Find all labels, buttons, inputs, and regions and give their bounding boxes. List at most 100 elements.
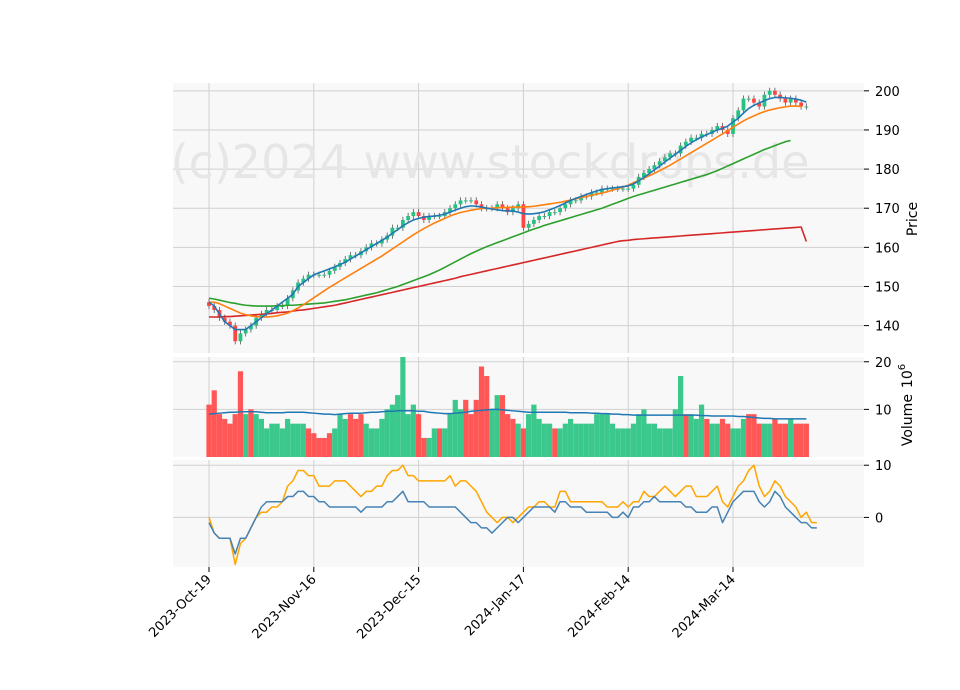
- volume-bar: [505, 414, 511, 457]
- candle-up: [552, 212, 557, 214]
- volume-bar: [552, 428, 558, 457]
- volume-bar: [803, 423, 809, 457]
- ma-fast-line: [208, 96, 807, 331]
- candle-up: [332, 266, 337, 271]
- candle-up: [458, 200, 463, 205]
- volume-bar: [484, 376, 490, 457]
- candle-up: [662, 157, 667, 162]
- candle-down: [793, 98, 798, 103]
- volume-bar: [389, 404, 395, 457]
- volume-bar: [347, 414, 354, 457]
- volume-bar: [578, 423, 584, 457]
- y-tick-label: 10: [875, 459, 892, 474]
- volume-bar: [651, 423, 657, 457]
- volume-bar: [400, 357, 406, 457]
- volume-bar: [258, 418, 264, 457]
- volume-bar: [274, 423, 280, 457]
- volume-bar: [793, 423, 799, 457]
- volume-average-line: [208, 408, 807, 420]
- candle-up: [542, 216, 547, 218]
- candle-down: [233, 325, 238, 342]
- volume-bar: [730, 428, 736, 457]
- volume-bar: [709, 423, 715, 457]
- candle-up: [306, 274, 311, 279]
- candle-up: [689, 137, 693, 142]
- candle-up: [610, 188, 615, 190]
- candle-down: [228, 321, 232, 326]
- volume-axis-label-text: Volume: [900, 394, 916, 446]
- volume-axis-label-unit: 10: [900, 370, 916, 388]
- volume-bar: [290, 423, 296, 457]
- volume-bar: [321, 437, 327, 457]
- candle-down: [207, 302, 211, 307]
- volume-bar: [410, 404, 416, 457]
- volume-bar: [447, 414, 453, 457]
- volume-bar: [332, 428, 338, 457]
- volume-bar: [520, 428, 526, 457]
- volume-bar: [253, 414, 259, 457]
- volume-bar: [368, 428, 375, 457]
- oscillator-line-a: [208, 464, 817, 566]
- volume-bar: [316, 437, 322, 457]
- candle-up: [788, 98, 793, 103]
- volume-bar: [583, 423, 589, 457]
- candle-up: [249, 325, 253, 330]
- candle-up: [348, 255, 353, 260]
- candle-down: [500, 204, 505, 209]
- candle-up: [537, 216, 542, 220]
- price-panel: [173, 83, 864, 353]
- volume-bar: [452, 399, 458, 457]
- volume-bar: [714, 423, 720, 457]
- candle-up: [411, 212, 416, 217]
- volume-bar: [688, 414, 694, 457]
- volume-bar: [379, 418, 385, 457]
- candle-up: [280, 306, 285, 308]
- candle-up: [427, 216, 431, 220]
- candle-up: [437, 216, 442, 218]
- y-tick-label: 20: [875, 356, 892, 371]
- volume-bar: [510, 418, 516, 457]
- volume-bar: [431, 428, 437, 457]
- volume-axis-label: Volume 106: [897, 364, 916, 446]
- volume-bar: [599, 414, 605, 457]
- volume-bar: [678, 376, 684, 457]
- candle-down: [752, 98, 756, 103]
- volume-bar: [630, 423, 637, 457]
- candle-down: [212, 306, 217, 310]
- candle-up: [652, 165, 657, 170]
- candle-up: [301, 278, 306, 283]
- volume-bar: [798, 423, 804, 457]
- volume-bar: [337, 414, 343, 457]
- volume-bar: [547, 423, 553, 457]
- candle-down: [521, 204, 526, 228]
- volume-bar: [295, 423, 301, 457]
- candle-down: [474, 200, 479, 205]
- volume-bar: [746, 414, 752, 457]
- volume-bar: [531, 404, 537, 457]
- volume-bar: [363, 423, 369, 457]
- volume-bar: [515, 423, 521, 457]
- candle-up: [531, 219, 536, 224]
- volume-bar: [232, 414, 238, 457]
- candle-up: [647, 169, 652, 173]
- x-tick-label: 2024-Mar-14: [670, 572, 739, 641]
- volume-bar: [358, 414, 364, 457]
- volume-bar: [772, 418, 778, 457]
- candle-up: [343, 259, 348, 263]
- volume-bar: [279, 428, 285, 457]
- volume-bar: [227, 423, 233, 457]
- volume-bar: [657, 428, 663, 457]
- volume-bar: [698, 404, 705, 457]
- candle-up: [568, 200, 573, 205]
- volume-bar: [667, 428, 673, 457]
- candle-up: [259, 313, 264, 318]
- volume-bar: [594, 414, 600, 457]
- y-tick-label: 150: [875, 280, 900, 295]
- volume-bar: [761, 423, 768, 457]
- ma-slow-line: [208, 139, 791, 307]
- volume-bar: [426, 437, 432, 457]
- volume-bar: [740, 418, 747, 457]
- volume-bar: [672, 409, 678, 457]
- volume-bar: [473, 399, 479, 457]
- volume-bar: [604, 414, 610, 457]
